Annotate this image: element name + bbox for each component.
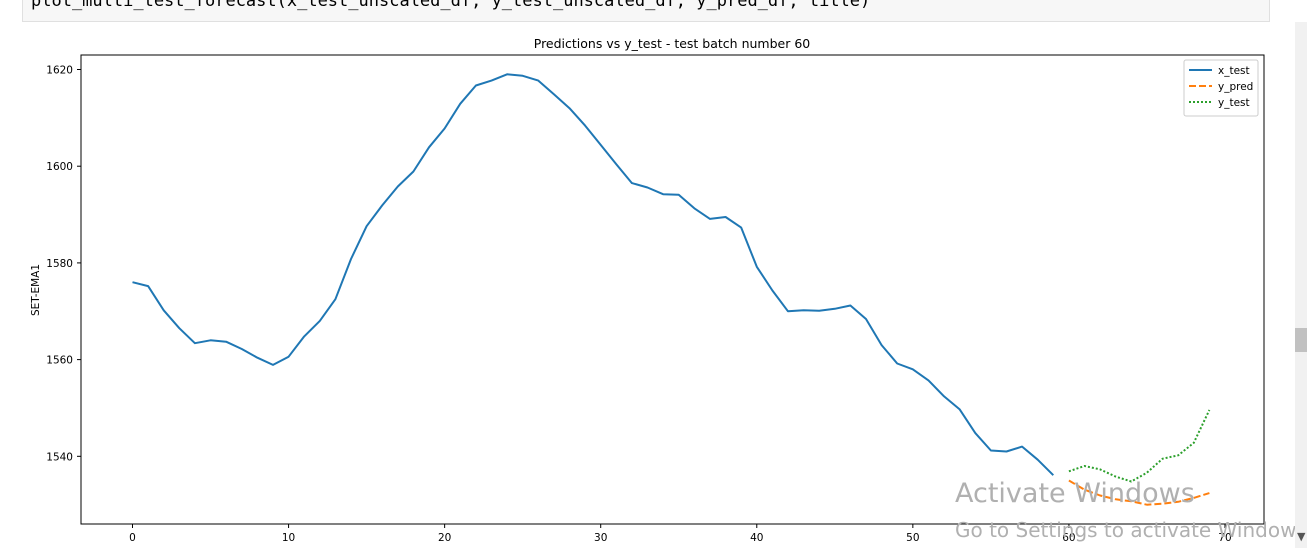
x-tick-label: 10: [282, 532, 295, 544]
x-axis-ticks: 0 10 20 30 40 50 60 70: [129, 524, 1232, 544]
x-tick-label: 70: [1218, 532, 1231, 544]
x-tick-label: 0: [129, 532, 136, 544]
code-line: plot_multi_test_forecast(x_test_unscaled…: [31, 0, 871, 11]
y-tick-label: 1540: [46, 451, 73, 463]
y-tick-label: 1560: [46, 355, 73, 367]
scroll-down-arrow-icon[interactable]: ▼: [1297, 530, 1306, 543]
y-tick-label: 1620: [46, 65, 73, 77]
series-layer: [132, 73, 1211, 506]
activate-windows-title: Activate Windows: [955, 478, 1195, 509]
legend-label: y_pred: [1218, 81, 1253, 93]
plot-area: [80, 54, 1265, 525]
code-cell[interactable]: plot_multi_test_forecast(x_test_unscaled…: [22, 0, 1270, 22]
activate-windows-subtitle: Go to Settings to activate Windows.: [955, 518, 1307, 542]
x-tick-label: 60: [1062, 532, 1075, 544]
chart-title: Predictions vs y_test - test batch numbe…: [534, 36, 811, 51]
y-tick-label: 1600: [46, 161, 73, 173]
series-line-y-pred: [1068, 479, 1210, 506]
legend: x_test y_pred y_test: [1183, 59, 1259, 117]
legend-label: y_test: [1218, 97, 1250, 109]
y-tick-label: 1580: [46, 258, 73, 270]
scrollbar-thumb[interactable]: [1295, 328, 1307, 352]
y-axis-label: SET-EMA1: [30, 264, 42, 316]
legend-label: x_test: [1218, 65, 1250, 77]
x-tick-label: 50: [906, 532, 919, 544]
series-line-y-test: [1068, 409, 1211, 483]
series-line-x-test: [132, 73, 1055, 476]
vertical-scrollbar[interactable]: [1295, 22, 1307, 548]
x-tick-label: 30: [594, 532, 607, 544]
x-tick-label: 40: [750, 532, 763, 544]
x-tick-label: 20: [438, 532, 451, 544]
y-axis-ticks: 1540 1560 1580 1600 1620: [46, 65, 81, 463]
